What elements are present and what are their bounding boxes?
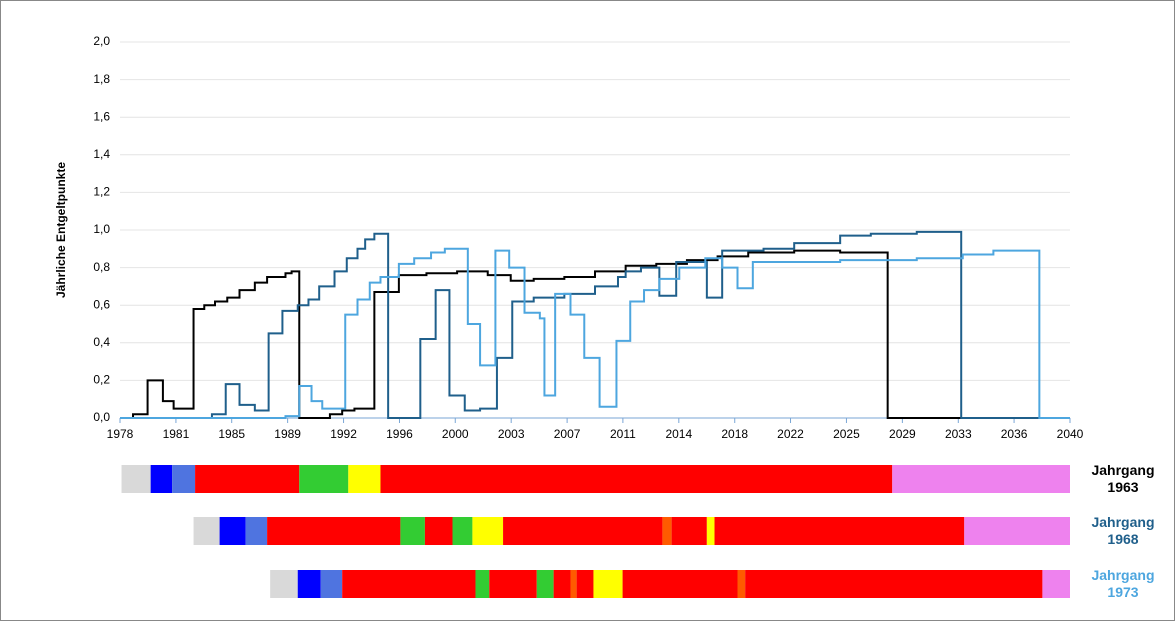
- x-tick-label: 1978: [107, 427, 134, 441]
- timeline-segment: [489, 570, 537, 598]
- timeline-segment: [714, 517, 965, 545]
- timeline-segment: [348, 465, 381, 493]
- y-tick-label: 1,2: [93, 185, 110, 199]
- x-tick-label: 2022: [777, 427, 804, 441]
- y-tick-label: 0,4: [93, 335, 110, 349]
- timeline-segment: [570, 570, 577, 598]
- y-axis-label: Jährliche Entgeltpunkte: [54, 162, 68, 298]
- timeline-segment: [172, 465, 196, 493]
- y-tick-label: 1,6: [93, 109, 110, 123]
- timeline-segment: [299, 465, 349, 493]
- x-tick-label: 2011: [610, 427, 636, 441]
- y-tick-label: 0,8: [93, 260, 110, 274]
- timeline-segment: [245, 517, 268, 545]
- timeline-segment: [593, 570, 623, 598]
- legend-entry: Jahrgang 1963: [1091, 462, 1155, 495]
- timeline-segment: [195, 465, 300, 493]
- x-tick-label: 2025: [833, 427, 860, 441]
- timeline-segment: [1042, 570, 1070, 598]
- x-tick-label: 2000: [442, 427, 469, 441]
- timeline-segment: [536, 570, 554, 598]
- timeline-segment: [121, 465, 151, 493]
- x-tick-label: 1989: [274, 427, 301, 441]
- timeline-segment: [150, 465, 173, 493]
- y-tick-label: 2,0: [93, 34, 110, 48]
- y-tick-label: 0,0: [93, 410, 110, 424]
- legend-entry: Jahrgang 1973: [1091, 567, 1155, 600]
- timeline-segment: [267, 517, 401, 545]
- timeline-segment: [342, 570, 476, 598]
- x-tick-label: 1992: [330, 427, 357, 441]
- y-tick-label: 0,2: [93, 373, 110, 387]
- timeline-segment: [622, 570, 738, 598]
- timeline-segment: [576, 570, 594, 598]
- series-line: [120, 249, 1070, 419]
- timeline-segment: [452, 517, 473, 545]
- x-tick-label: 2018: [721, 427, 748, 441]
- x-tick-label: 2029: [889, 427, 916, 441]
- y-tick-label: 0,6: [93, 297, 110, 311]
- timeline-segment: [892, 465, 1070, 493]
- x-tick-label: 2040: [1057, 427, 1084, 441]
- timeline-segment: [737, 570, 746, 598]
- legend-entry: Jahrgang 1968: [1091, 514, 1155, 547]
- timeline-segment: [662, 517, 672, 545]
- timeline-segment: [964, 517, 1070, 545]
- y-tick-label: 1,0: [93, 222, 110, 236]
- timeline-segment: [270, 570, 298, 598]
- timeline-segment: [745, 570, 1043, 598]
- timeline-segment: [400, 517, 425, 545]
- timeline-segment: [706, 517, 715, 545]
- x-tick-label: 1981: [163, 427, 190, 441]
- x-tick-label: 2033: [945, 427, 972, 441]
- x-tick-label: 2003: [498, 427, 525, 441]
- timeline-segment: [553, 570, 571, 598]
- x-tick-label: 1985: [218, 427, 245, 441]
- x-tick-label: 1996: [386, 427, 413, 441]
- timeline-segment: [297, 570, 321, 598]
- series-line: [120, 230, 1070, 419]
- x-tick-label: 2014: [665, 427, 692, 441]
- y-tick-label: 1,8: [93, 72, 110, 86]
- timeline-segment: [472, 517, 504, 545]
- x-tick-label: 2036: [1001, 427, 1028, 441]
- x-tick-label: 2007: [554, 427, 581, 441]
- timeline-segment: [424, 517, 453, 545]
- timeline-segment: [475, 570, 490, 598]
- timeline-segment: [193, 517, 220, 545]
- series-line: [120, 247, 1070, 419]
- timeline-segment: [320, 570, 343, 598]
- timeline-segment: [503, 517, 663, 545]
- timeline-segment: [380, 465, 893, 493]
- timeline-segment: [219, 517, 246, 545]
- y-tick-label: 1,4: [93, 147, 110, 161]
- timeline-segment: [671, 517, 707, 545]
